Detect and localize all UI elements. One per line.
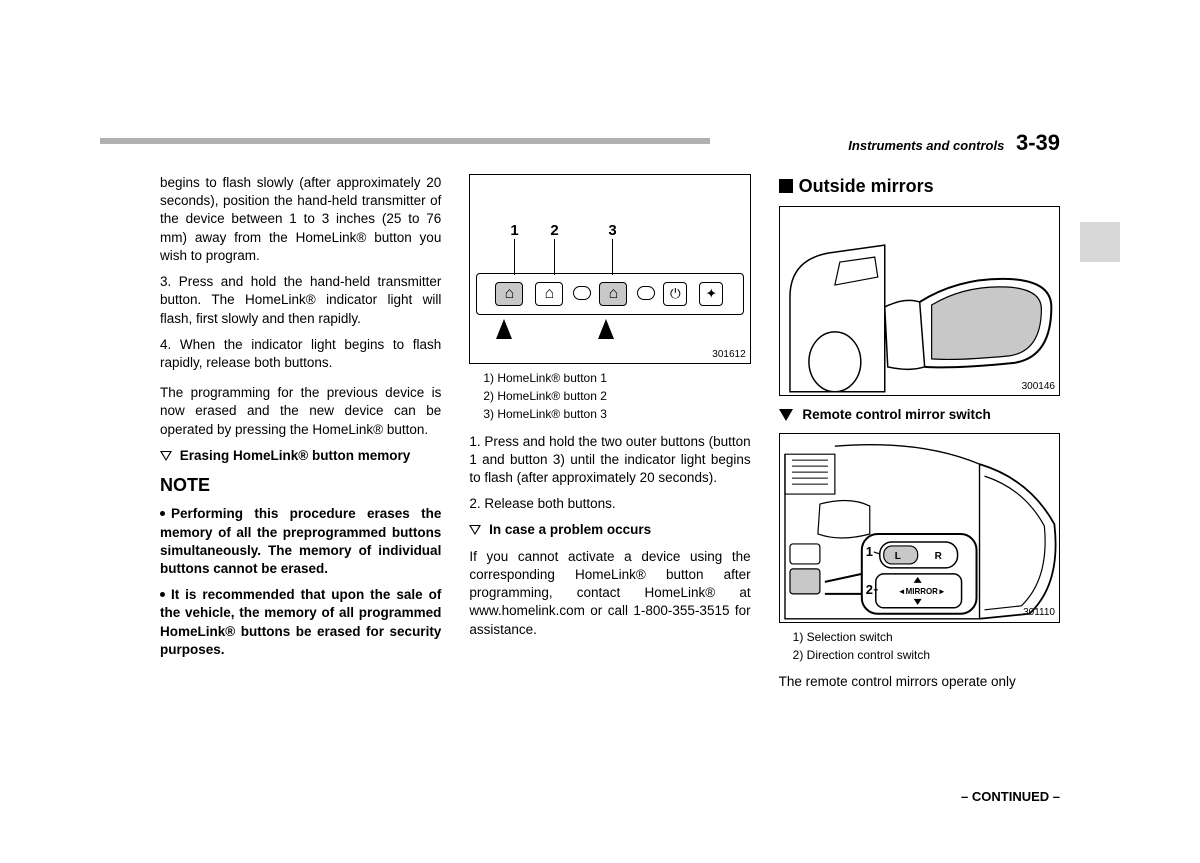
compass-button-icon: ✦ <box>699 282 723 306</box>
svg-text:◄MIRROR►: ◄MIRROR► <box>897 586 945 595</box>
overhead-console-panel: ⏻ ✦ <box>476 273 743 315</box>
svg-text:R: R <box>934 550 941 561</box>
figure-legend: 1) HomeLink® button 1 2) HomeLink® butto… <box>469 370 750 423</box>
figure-id: 300146 <box>1022 380 1055 394</box>
body-text: 4. When the indicator light begins to fl… <box>160 336 441 372</box>
thumb-tab <box>1080 222 1120 262</box>
subsection-heading: Erasing HomeLink® button memory <box>160 447 441 465</box>
triangle-filled-icon <box>779 409 793 421</box>
header-text: Instruments and controls 3-39 <box>848 130 1060 156</box>
homelink-button-1-icon <box>495 282 523 306</box>
section-heading: Outside mirrors <box>779 174 1060 198</box>
homelink-button-3-icon <box>599 282 627 306</box>
callout-line <box>514 239 515 275</box>
bullet-icon <box>160 592 165 597</box>
indicator-icon <box>637 286 655 300</box>
callout-label: 2 <box>865 581 872 596</box>
header-rule <box>100 138 710 144</box>
body-text: If you cannot activate a device using th… <box>469 548 750 639</box>
figure-id: 301110 <box>1023 606 1055 620</box>
power-button-icon: ⏻ <box>663 282 687 306</box>
mirror-illustration <box>780 207 1059 395</box>
content-columns: begins to flash slowly (after approximat… <box>160 174 1060 699</box>
subsection-heading: In case a problem occurs <box>469 521 750 539</box>
legend-item: 1) Selection switch <box>793 629 1060 645</box>
column-2: 1 2 3 ⏻ ✦ 301612 <box>469 174 750 699</box>
subsection-label: Remote control mirror switch <box>802 407 990 422</box>
indicator-icon <box>573 286 591 300</box>
figure-homelink-buttons: 1 2 3 ⏻ ✦ 301612 <box>469 174 750 364</box>
body-text: begins to flash slowly (after approximat… <box>160 174 441 265</box>
figure-mirror-switch: L R ◄MIRROR► 1 2 301110 <box>779 433 1060 623</box>
press-arrow-icon <box>496 319 512 339</box>
callout-label: 1 <box>865 543 872 558</box>
section-title: Instruments and controls <box>848 138 1004 153</box>
callout-line <box>612 239 613 275</box>
legend-item: 3) HomeLink® button 3 <box>483 406 750 422</box>
callout-line <box>554 239 555 275</box>
column-1: begins to flash slowly (after approximat… <box>160 174 441 699</box>
body-text: The remote control mirrors operate only <box>779 673 1060 691</box>
figure-outside-mirror: 300146 <box>779 206 1060 396</box>
note-text: Performing this procedure erases the mem… <box>160 505 441 578</box>
dashboard-illustration: L R ◄MIRROR► 1 2 <box>780 434 1059 622</box>
body-text: 3. Press and hold the hand-held transmit… <box>160 273 441 328</box>
legend-item: 2) HomeLink® button 2 <box>483 388 750 404</box>
note-heading: NOTE <box>160 473 441 497</box>
triangle-outline-icon <box>469 525 481 535</box>
square-bullet-icon <box>779 179 793 193</box>
note-text: It is recommended that upon the sale of … <box>160 586 441 659</box>
page-header: Instruments and controls 3-39 <box>160 130 1060 160</box>
page-number: 3-39 <box>1016 130 1060 155</box>
body-text: The programming for the previous device … <box>160 384 441 439</box>
homelink-button-2-icon <box>535 282 563 306</box>
continued-marker: – CONTINUED – <box>961 789 1060 804</box>
figure-id: 301612 <box>712 348 745 362</box>
press-arrow-icon <box>598 319 614 339</box>
manual-page: Instruments and controls 3-39 begins to … <box>160 130 1060 810</box>
body-text: 1. Press and hold the two outer buttons … <box>469 433 750 488</box>
legend-item: 1) HomeLink® button 1 <box>483 370 750 386</box>
subsection-heading: Remote control mirror switch <box>779 406 1060 424</box>
bullet-icon <box>160 511 165 516</box>
legend-item: 2) Direction control switch <box>793 647 1060 663</box>
svg-text:L: L <box>894 550 900 561</box>
triangle-outline-icon <box>160 451 172 461</box>
subsection-label: Erasing HomeLink® button memory <box>180 448 410 463</box>
body-text: 2. Release both buttons. <box>469 495 750 513</box>
subsection-label: In case a problem occurs <box>489 522 651 537</box>
column-3: Outside mirrors 300146 Remote control mi… <box>779 174 1060 699</box>
figure-legend: 1) Selection switch 2) Direction control… <box>779 629 1060 663</box>
